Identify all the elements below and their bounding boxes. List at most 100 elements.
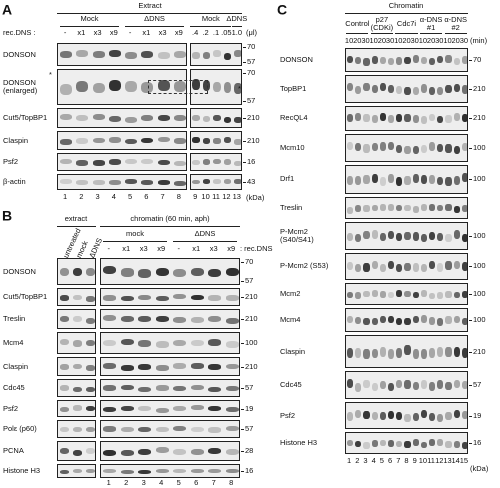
band xyxy=(202,179,211,184)
band xyxy=(371,348,378,359)
band xyxy=(379,411,386,420)
kda: (kDa) xyxy=(246,192,265,202)
asterisk: * xyxy=(238,83,241,93)
blot xyxy=(57,153,187,171)
band xyxy=(437,346,444,357)
band xyxy=(155,341,169,349)
lane-number: 3 xyxy=(95,191,100,201)
marker: 210 xyxy=(245,313,258,323)
lane-label: - xyxy=(63,27,67,37)
blot xyxy=(57,108,187,128)
band xyxy=(76,160,89,166)
band xyxy=(453,57,460,66)
row-label: Treslin xyxy=(280,203,303,213)
rule xyxy=(243,73,246,74)
band xyxy=(420,348,427,359)
band xyxy=(192,114,201,121)
blot xyxy=(100,441,240,461)
band xyxy=(371,260,378,270)
band xyxy=(412,315,419,324)
time-label: 10 xyxy=(344,35,354,45)
blot xyxy=(100,464,240,478)
band xyxy=(347,439,354,447)
band xyxy=(213,50,221,58)
band xyxy=(155,295,169,302)
lane-number: 15 xyxy=(459,456,469,466)
band xyxy=(379,381,386,390)
band xyxy=(388,383,395,392)
band xyxy=(371,440,378,447)
band xyxy=(453,261,460,270)
marker: 16 xyxy=(473,438,482,448)
band xyxy=(173,316,187,323)
band xyxy=(157,79,170,91)
rule xyxy=(346,33,369,34)
lane-number: 3 xyxy=(141,477,146,487)
band xyxy=(461,410,467,419)
band xyxy=(445,411,452,421)
blot xyxy=(345,222,468,250)
band xyxy=(108,180,121,185)
band xyxy=(208,295,222,301)
lane-number: 8 xyxy=(229,477,234,487)
row-label: Histone H3 xyxy=(3,465,41,475)
band xyxy=(103,407,117,413)
band xyxy=(363,290,370,298)
marker: 57 xyxy=(247,56,256,66)
band xyxy=(363,114,370,123)
band xyxy=(396,290,403,298)
band xyxy=(453,346,460,357)
band xyxy=(72,340,83,347)
time-label: 30 xyxy=(435,35,444,45)
band xyxy=(371,142,378,152)
lane-number: 13 xyxy=(232,191,241,201)
band xyxy=(429,412,436,421)
group-label: ΔDNS xyxy=(194,228,216,238)
band xyxy=(190,468,204,473)
marker: 70 xyxy=(247,41,256,51)
band xyxy=(429,86,436,96)
lane-number: 12 xyxy=(222,191,231,201)
band xyxy=(192,179,201,185)
group-label: Control xyxy=(345,18,370,28)
band xyxy=(396,57,403,65)
band xyxy=(59,448,70,455)
band xyxy=(125,116,138,123)
marker: 210 xyxy=(247,112,260,122)
band xyxy=(125,158,138,165)
lane-label: x9 xyxy=(109,27,118,37)
rule xyxy=(190,26,232,27)
band xyxy=(59,364,70,370)
band xyxy=(233,83,241,94)
band xyxy=(355,205,362,212)
band xyxy=(445,382,452,391)
band xyxy=(202,116,211,123)
group-label: α-DNS #2 xyxy=(444,14,468,32)
rule xyxy=(231,26,242,27)
band xyxy=(437,380,444,389)
band xyxy=(202,138,211,144)
rule xyxy=(469,147,472,149)
band xyxy=(396,144,403,154)
band xyxy=(103,449,117,456)
band xyxy=(453,315,460,323)
rule xyxy=(469,179,472,181)
lane-label: x3 xyxy=(139,243,148,253)
band xyxy=(190,363,204,369)
band xyxy=(355,176,362,186)
band xyxy=(157,179,170,185)
blot xyxy=(190,69,242,105)
blot xyxy=(345,432,468,455)
band xyxy=(461,442,467,449)
band xyxy=(363,144,370,153)
band xyxy=(72,426,83,433)
rule xyxy=(241,281,244,282)
rule xyxy=(469,415,472,417)
band xyxy=(192,159,201,166)
band xyxy=(453,113,460,121)
band xyxy=(420,203,427,211)
band xyxy=(404,380,411,389)
rule xyxy=(100,226,240,227)
blot xyxy=(100,400,240,417)
lane-label: x1 xyxy=(77,27,86,37)
